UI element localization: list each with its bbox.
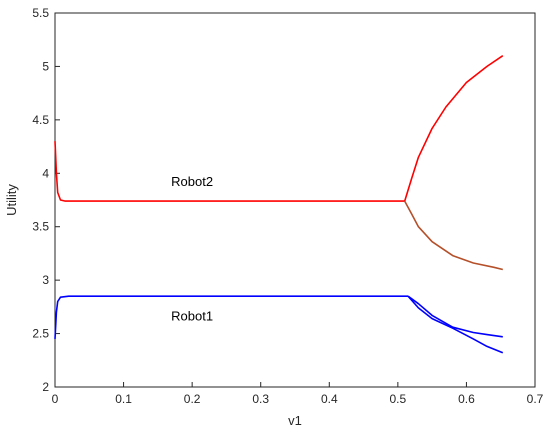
y-tick-label: 2.5 xyxy=(32,327,49,341)
series-line-5 xyxy=(407,295,503,338)
x-tick-label: 0.5 xyxy=(390,392,407,406)
x-axis: 0 0.1 0.2 0.3 0.4 0.5 0.6 0.7 xyxy=(52,382,544,406)
y-tick-label: 3.5 xyxy=(32,220,49,234)
series-layer xyxy=(54,55,504,354)
plot-frame xyxy=(54,12,536,388)
y-tick-label: 5.5 xyxy=(32,6,49,20)
y-tick-label: 4.5 xyxy=(32,113,49,127)
annotation-layer: Robot2 Robot1 xyxy=(171,174,213,324)
x-tick-label: 0.2 xyxy=(184,392,201,406)
series-line-1 xyxy=(54,141,405,202)
x-tick-label: 0 xyxy=(52,392,59,406)
y-tick-label: 3 xyxy=(42,273,49,287)
x-tick-label: 0.4 xyxy=(321,392,338,406)
y-axis-label: Utility xyxy=(4,184,19,216)
x-tick-label: 0.1 xyxy=(115,392,132,406)
y-axis: 2 2.5 3 3.5 4 4.5 5 5.5 xyxy=(32,6,60,394)
plot-area xyxy=(54,12,536,388)
series-line-4 xyxy=(54,295,409,339)
x-tick-label: 0.7 xyxy=(527,392,544,406)
series-line-6 xyxy=(407,295,504,354)
series-annotation: Robot1 xyxy=(171,309,213,324)
y-tick-label: 2 xyxy=(42,380,49,394)
x-axis-label: v1 xyxy=(288,413,302,428)
x-tick-label: 0.3 xyxy=(252,392,269,406)
y-tick-label: 5 xyxy=(42,59,49,73)
y-tick-label: 4 xyxy=(42,166,49,180)
series-line-3 xyxy=(403,200,503,271)
x-tick-label: 0.6 xyxy=(458,392,475,406)
series-line-2 xyxy=(403,55,504,202)
series-annotation: Robot2 xyxy=(171,174,213,189)
